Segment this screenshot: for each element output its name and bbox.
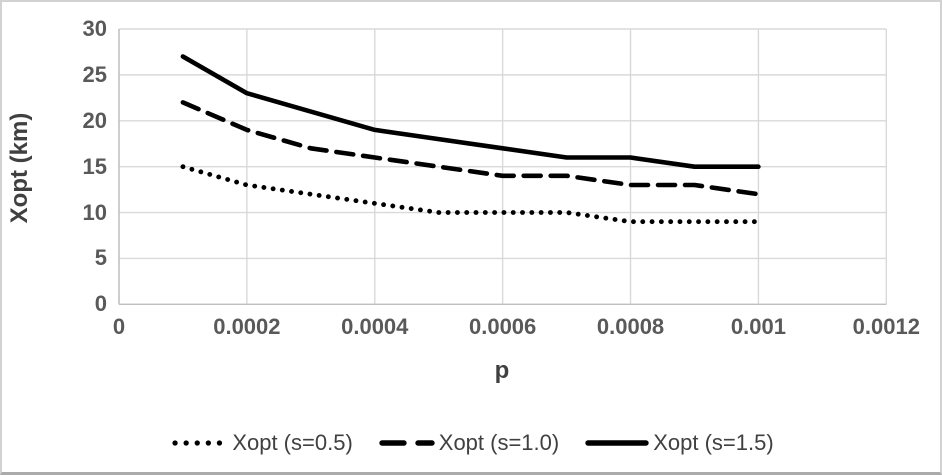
x-tick-label: 0.0004 bbox=[341, 314, 409, 340]
legend: Xopt (s=0.5) Xopt (s=1.0) Xopt (s=1.5) bbox=[2, 430, 940, 456]
y-tick-label: 5 bbox=[94, 245, 107, 271]
x-tick-label: 0 bbox=[112, 314, 126, 340]
legend-marker-dotted bbox=[172, 440, 228, 446]
y-tick-label: 15 bbox=[82, 153, 107, 179]
x-tick-label: 0.0002 bbox=[213, 314, 281, 340]
series-line-0 bbox=[180, 164, 761, 225]
y-tick-label: 10 bbox=[82, 199, 107, 225]
legend-item-1: Xopt (s=1.0) bbox=[379, 430, 559, 456]
legend-label: Xopt (s=1.5) bbox=[653, 430, 774, 455]
x-tick-label: 0.0006 bbox=[468, 314, 537, 340]
legend-marker-dashed bbox=[379, 440, 435, 446]
x-tick-label: 0.001 bbox=[730, 314, 786, 340]
y-axis-title: Xopt (km) bbox=[6, 112, 33, 224]
y-tick-label: 25 bbox=[82, 61, 107, 87]
x-tick-label: 0.0012 bbox=[852, 314, 920, 340]
y-tick-label: 30 bbox=[82, 16, 107, 41]
legend-item-0: Xopt (s=0.5) bbox=[172, 430, 353, 456]
legend-label: Xopt (s=1.0) bbox=[438, 430, 560, 455]
legend-item-2: Xopt (s=1.5) bbox=[585, 430, 774, 456]
x-axis-title: p bbox=[494, 357, 510, 384]
y-tick-label: 0 bbox=[94, 291, 107, 317]
series-line-2 bbox=[180, 54, 761, 169]
series-line-1 bbox=[180, 100, 761, 197]
y-tick-label: 20 bbox=[82, 107, 107, 133]
x-tick-label: 0.0008 bbox=[596, 314, 665, 340]
legend-marker-solid bbox=[585, 440, 649, 446]
legend-label: Xopt (s=0.5) bbox=[232, 430, 353, 455]
